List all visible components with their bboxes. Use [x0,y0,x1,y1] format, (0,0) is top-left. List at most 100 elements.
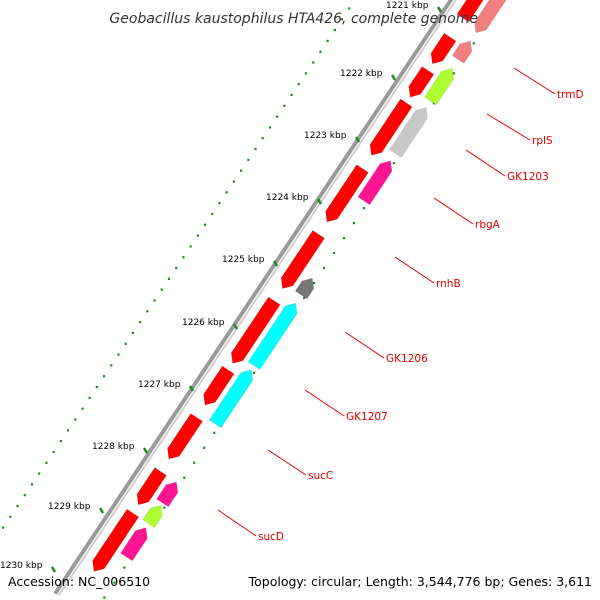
inner-scale-dot [113,581,116,584]
inner-scale-dot [472,42,475,45]
scale-dot [247,158,250,161]
scale-dot [348,7,351,10]
scale-tick-mark [98,507,105,514]
scale-dot [23,494,26,497]
gene-label-rplS: rplS [532,135,553,147]
scale-dot [45,461,48,464]
scale-dot [153,299,156,302]
gene-forward [280,230,325,289]
inner-scale-dot [452,72,455,75]
inner-scale-dot [163,506,166,509]
scale-dot [38,472,41,475]
gene-label-leader [304,389,345,417]
scale-dot [167,277,171,280]
scale-dot [268,126,272,129]
scale-tick-mark [316,198,323,205]
scale-tick-label: 1221 kbp [386,1,429,11]
scale-dot [175,266,178,270]
inner-scale-dot [432,102,435,105]
scale-dot [110,364,113,367]
scale-dot [276,115,279,118]
scale-dot [59,440,62,443]
gene-label-leader [513,67,556,95]
inner-scale-dot [103,596,106,599]
scale-dot [340,18,344,21]
scale-dot [203,223,207,226]
gene-forward [408,66,435,98]
scale-dot [16,504,19,508]
gene-sucD [208,369,254,429]
scale-dot [124,342,127,345]
scale-dot [290,93,293,97]
gene-forward [369,98,413,156]
gene-label-GK1203: GK1203 [507,171,549,183]
scale-dot [261,137,264,140]
gene-label-leader [465,149,506,177]
scale-ticks: 1221 kbp 1222 kbp 1223 kbp 1224 kbp 1225 kbp… [0,1,443,573]
scale-tick-label: 1229 kbp [48,502,91,512]
scale-dot [297,83,300,86]
backbone-inner-line [57,0,457,597]
inner-scale-dot [312,281,316,285]
scale-dot [254,147,257,151]
inner-scale-dot [183,476,186,479]
gene-label-leader [394,256,435,284]
gene-GK1203 [424,68,454,106]
scale-dot [9,515,12,518]
scale-dot [319,50,322,53]
gene-forward [167,413,203,460]
scale-dot [102,375,106,378]
genome-backbone [53,0,457,597]
gene-forward [456,0,484,23]
gene-features [92,0,507,572]
scale-dot [211,212,214,216]
inner-scale-dot [302,296,306,300]
gene-label-rnhB: rnhB [436,278,461,290]
scale-dot [326,39,329,42]
scale-tick-mark [50,566,57,573]
scale-tick-label: 1223 kbp [304,131,347,141]
gene-forward [203,365,235,406]
scale-dot [66,429,70,432]
gene-trmD [474,0,507,34]
scale-dot [218,202,221,205]
scale-dot [196,234,199,237]
scale-tick-label: 1225 kbp [222,255,265,265]
gene-forward [136,467,167,506]
scale-tick-label: 1228 kbp [92,442,135,452]
gene-extra [142,505,163,529]
gene-extra [120,527,148,562]
gene-rbgA [389,107,428,158]
gene-label-GK1207: GK1207 [346,411,388,423]
gene-label-leader [217,509,257,537]
scale-dot [312,61,315,64]
gene-GK1207 [294,277,315,300]
scale-tick-mark [142,447,149,454]
scale-dot [146,310,149,313]
gene-rplS [451,40,473,64]
gene-forward [92,508,140,572]
map-title: Geobacillus kaustophilus HTA426, complet… [109,11,478,27]
gene-forward [325,164,369,223]
topology-label: Topology: circular; Length: 3,544,776 bp… [248,574,592,589]
inner-scale-dot [332,251,336,255]
scale-tick-mark [232,323,239,330]
scale-dot [2,526,5,529]
scale-tick-label: 1222 kbp [340,69,383,79]
gene-label-sucD: sucD [258,531,284,543]
scale-dot [182,256,185,259]
gene-label-rbgA: rbgA [475,219,501,231]
gene-label-sucC: sucC [308,470,333,482]
inner-scale-dot [193,461,196,464]
scale-dot [52,450,55,454]
inner-scale-dot [203,446,206,449]
scale-tick-label: 1224 kbp [266,193,309,203]
scale-dot [160,288,163,291]
scale-dot [240,169,243,172]
scale-dot [88,396,91,399]
inner-scale-dot [342,236,346,240]
scale-tick-mark [436,6,443,13]
gene-sucC [247,302,298,370]
